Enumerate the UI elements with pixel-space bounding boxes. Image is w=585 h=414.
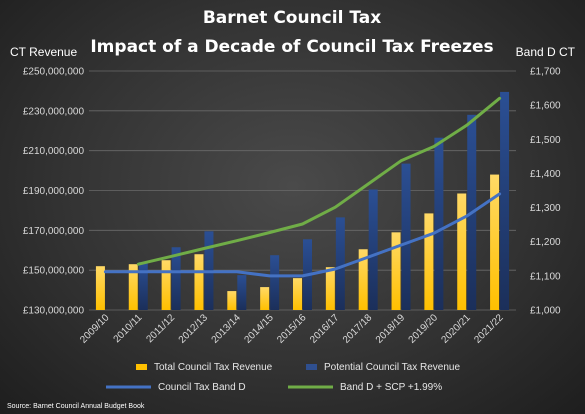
x-tick-label: 2015/16	[275, 312, 309, 346]
line-band-d	[103, 192, 502, 278]
legend-label: Potential Council Tax Revenue	[324, 362, 460, 373]
left-tick-label: £170,000,000	[23, 226, 85, 237]
bar-total-revenue	[161, 260, 171, 310]
chart-title-line-1: Barnet Council Tax	[203, 8, 381, 28]
x-tick-label: 2010/11	[112, 312, 145, 345]
right-tick-label: £1,200	[530, 237, 561, 248]
right-tick-label: £1,700	[530, 67, 561, 78]
bar-total-revenue	[293, 278, 302, 310]
right-tick-label: £1,100	[530, 271, 561, 282]
legend-label: Total Council Tax Revenue	[154, 362, 273, 373]
gridlines	[89, 70, 516, 311]
bar-total-revenue	[424, 213, 434, 310]
x-tick-label: 2021/22	[472, 312, 506, 346]
bar-total-revenue	[194, 254, 204, 310]
legend: Total Council Tax Revenue Potential Counc…	[106, 362, 460, 393]
bar-total-revenue	[227, 291, 237, 310]
legend-swatch	[306, 364, 317, 370]
x-axis-ticks: 2009/10 2010/11 2011/12 2012/13 2013/14 2014/…	[78, 312, 506, 346]
x-tick-label: 2018/19	[374, 312, 408, 346]
right-axis-ticks: £1,000 £1,100 £1,200 £1,300 £1,400 £1,500 £1,6…	[530, 67, 561, 317]
source-note: Source: Barnet Council Annual Budget Boo…	[7, 403, 145, 410]
x-tick-label: 2019/20	[407, 312, 441, 346]
bar-potential-revenue	[434, 137, 444, 310]
bar-potential-revenue	[237, 275, 247, 310]
right-tick-label: £1,300	[530, 203, 561, 214]
lines	[103, 96, 502, 278]
left-tick-label: £150,000,000	[23, 266, 85, 277]
left-tick-label: £230,000,000	[23, 106, 85, 117]
left-axis-title: CT Revenue	[10, 45, 77, 59]
bar-total-revenue	[358, 249, 368, 310]
bar-total-revenue	[95, 266, 105, 310]
right-tick-label: £1,000	[530, 306, 561, 317]
bar-total-revenue	[490, 174, 500, 310]
x-tick-label: 2016/17	[308, 312, 342, 346]
bar-potential-revenue	[171, 247, 181, 310]
left-tick-label: £190,000,000	[23, 186, 85, 197]
left-axis-ticks: £130,000,000 £150,000,000 £170,000,000 £190…	[23, 67, 85, 317]
bar-potential-revenue	[138, 262, 148, 310]
bar-total-revenue	[325, 267, 335, 310]
bar-potential-revenue	[270, 255, 280, 310]
x-tick-label: 2020/21	[440, 312, 474, 346]
bar-total-revenue	[457, 193, 467, 310]
x-tick-label: 2013/14	[210, 312, 244, 346]
bar-total-revenue	[391, 232, 401, 310]
chart-title-line-2: Impact of a Decade of Council Tax Freeze…	[90, 37, 493, 57]
x-tick-label: 2017/18	[341, 312, 375, 346]
legend-label: Council Tax Band D	[158, 382, 246, 393]
bar-potential-revenue	[335, 217, 345, 310]
legend-label: Band D + SCP +1.99%	[340, 382, 442, 393]
bar-potential-revenue	[401, 163, 411, 310]
left-tick-label: £130,000,000	[23, 306, 85, 317]
right-tick-label: £1,500	[530, 135, 561, 146]
bar-potential-revenue	[368, 189, 378, 310]
right-tick-label: £1,400	[530, 169, 561, 180]
right-axis-title: Band D CT	[516, 45, 576, 59]
line-band-d-scp	[136, 96, 502, 266]
x-tick-label: 2014/15	[242, 312, 276, 346]
left-tick-label: £210,000,000	[23, 146, 85, 157]
left-tick-label: £250,000,000	[23, 67, 85, 78]
bar-total-revenue	[128, 264, 138, 310]
x-tick-label: 2012/13	[177, 312, 211, 346]
legend-swatch	[136, 364, 147, 370]
bar-potential-revenue	[500, 91, 510, 310]
x-tick-label: 2009/10	[78, 312, 112, 346]
right-tick-label: £1,600	[530, 101, 561, 112]
bar-total-revenue	[260, 287, 270, 310]
x-tick-label: 2011/12	[144, 312, 177, 345]
